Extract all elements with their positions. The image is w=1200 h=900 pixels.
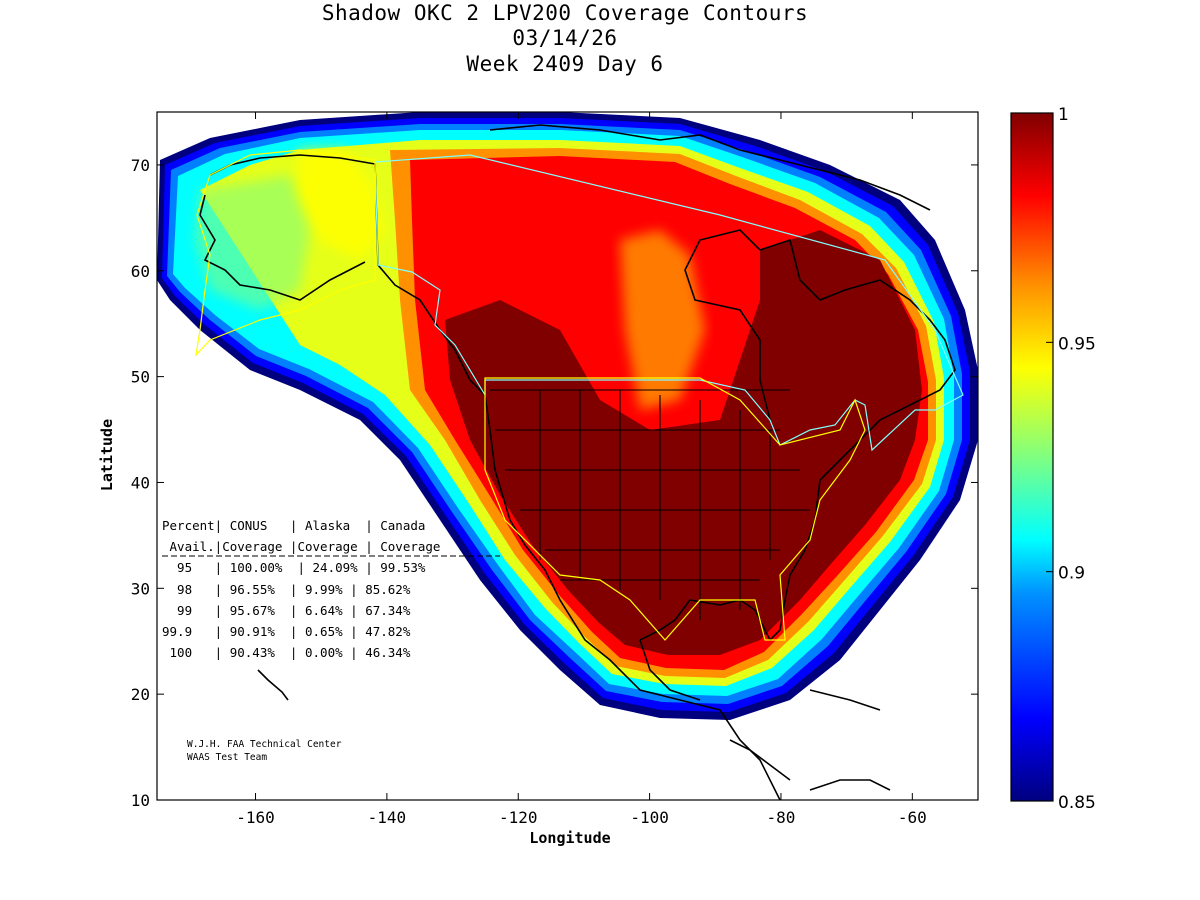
plot-week: Week 2409 Day 6 <box>466 52 664 76</box>
colorbar-tick-label: 0.85 <box>1058 793 1096 813</box>
y-tick-label: 30 <box>131 579 150 598</box>
y-tick-label: 20 <box>131 685 150 704</box>
table-row: 98 | 96.55% | 9.99% | 85.62% <box>162 582 411 597</box>
table-row: 99 | 95.67% | 6.64% | 67.34% <box>162 603 411 618</box>
x-tick-label: -120 <box>499 808 538 827</box>
x-tick-label: -140 <box>368 808 407 827</box>
y-tick-label: 50 <box>131 368 150 387</box>
x-axis-ticks: -160 -140 -120 -100 -80 -60 <box>236 112 927 827</box>
y-tick-label: 60 <box>131 262 150 281</box>
y-tick-label: 40 <box>131 473 150 492</box>
y-tick-label: 10 <box>131 791 150 810</box>
plot-title: Shadow OKC 2 LPV200 Coverage Contours <box>321 1 809 25</box>
y-tick-label: 70 <box>131 156 150 175</box>
colorbar-ticks: 1 0.95 0.9 0.85 <box>1046 105 1096 813</box>
plot-date: 03/14/26 <box>512 26 618 50</box>
region-outlines <box>195 149 964 641</box>
table-header-2: Avail.|Coverage |Coverage | Coverage <box>162 539 440 554</box>
x-tick-label: -80 <box>767 808 796 827</box>
coastlines <box>199 124 956 800</box>
x-tick-label: -160 <box>236 808 275 827</box>
colorbar-tick-label: 0.95 <box>1058 334 1096 354</box>
x-axis-label: Longitude <box>529 829 610 847</box>
table-row: 99.9 | 90.91% | 0.65% | 47.82% <box>162 624 411 639</box>
y-axis-ticks: 10 20 30 40 50 60 70 <box>131 156 978 810</box>
table-row: 100 | 90.43% | 0.00% | 46.34% <box>162 645 411 660</box>
colorbar <box>1010 112 1054 802</box>
x-tick-label: -60 <box>898 808 927 827</box>
table-header-1: Percent| CONUS | Alaska | Canada <box>162 518 425 533</box>
colorbar-tick-label: 0.9 <box>1058 564 1085 584</box>
state-borders <box>490 389 810 620</box>
y-axis-label: Latitude <box>98 419 116 491</box>
colorbar-tick-label: 1 <box>1058 105 1069 125</box>
x-tick-label: -100 <box>630 808 669 827</box>
table-row: 95 | 100.00% | 24.09% | 99.53% <box>162 560 426 575</box>
plot-frame <box>156 111 979 801</box>
credit-line-1: W.J.H. FAA Technical Center <box>187 739 342 750</box>
credit-line-2: WAAS Test Team <box>187 752 267 763</box>
